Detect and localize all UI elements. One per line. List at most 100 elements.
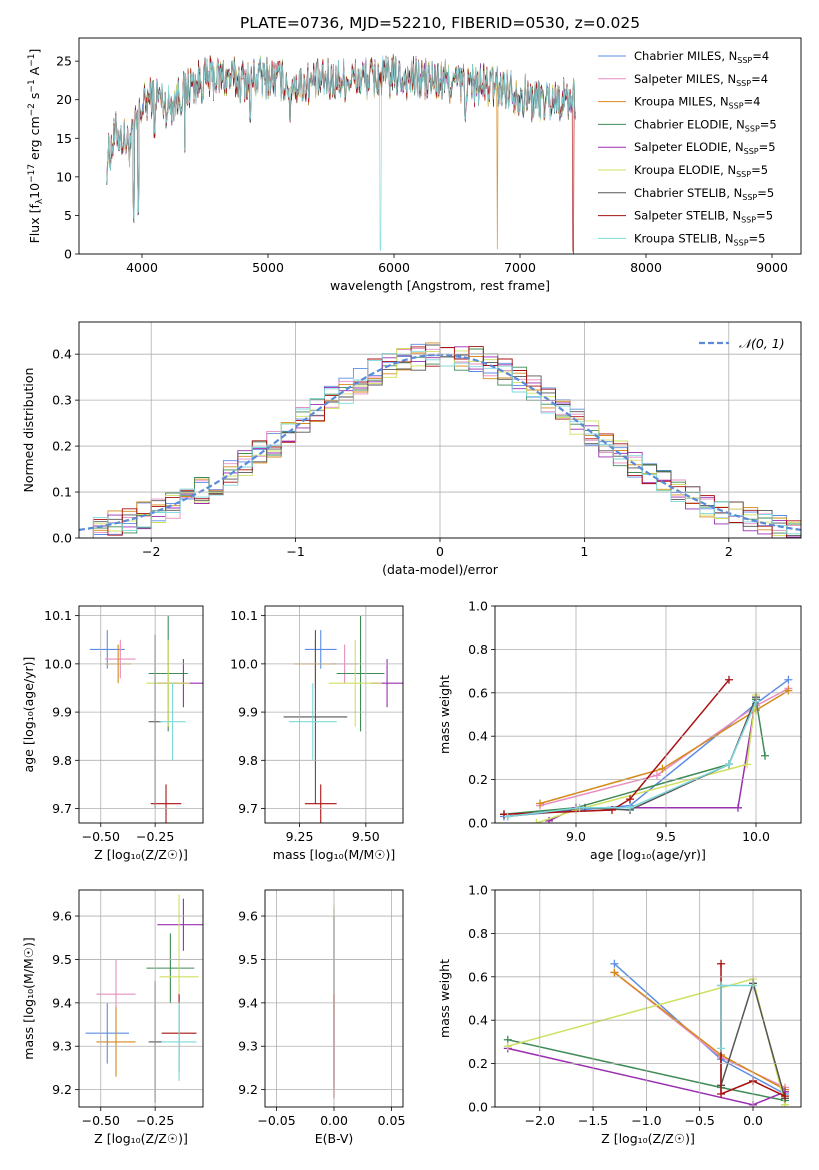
tick-label-x: 9.50 <box>352 829 380 844</box>
plus-marker <box>725 675 733 684</box>
weight-line-0 <box>503 679 789 818</box>
tick-label-x: 9.25 <box>286 829 314 844</box>
plus-marker <box>658 764 667 773</box>
tick-label-x: 0.0 <box>743 1113 763 1128</box>
plus-marker <box>781 1092 790 1101</box>
tick-label-y: 9.9 <box>52 705 72 720</box>
tick-label-x: 9000 <box>756 260 788 275</box>
tick-label-x: −1 <box>286 544 304 559</box>
tick-label-y: 0.1 <box>52 485 72 500</box>
tick-label-y: 9.6 <box>52 909 72 924</box>
tick-label-y: 0.2 <box>468 1056 488 1071</box>
legend-spectrum: Chabrier MILES, NSSP=4 Salpeter MILES, NS… <box>598 49 777 247</box>
axes-age-vs-Z: −0.50 −0.25 9.7 9.8 9.9 10.0 10.1 Z [log₁₀(Z/Z☉… <box>21 605 204 862</box>
axes-frame <box>78 321 802 539</box>
axes-mass-vs-Z: −0.50 −0.25 9.2 9.3 9.4 9.5 9.6 Z [log₁₀(Z/Z☉)]… <box>21 889 204 1146</box>
tick-label-x: −1.0 <box>631 1113 661 1128</box>
tick-label-y: 9.3 <box>238 1039 258 1054</box>
weight-line-1 <box>539 687 789 807</box>
tick-label-y: 9.4 <box>52 995 72 1010</box>
plot-area-mass-vs-Z <box>85 894 203 1103</box>
tick-label-y: 0.4 <box>468 1013 488 1028</box>
axes-spectrum: 4000 5000 6000 7000 8000 9000 0 5 10 15 20 25 wavele… <box>27 37 802 293</box>
legend-entry-normal: 𝒩(0, 1) <box>739 336 785 351</box>
legend-entry: Kroupa MILES, NSSP=4 <box>634 95 760 111</box>
plus-marker <box>784 686 793 695</box>
plus-marker <box>532 819 541 823</box>
tick-label-x: −0.50 <box>82 1113 120 1128</box>
axes-frame <box>78 605 204 824</box>
tick-label-y: 0.8 <box>468 926 488 941</box>
plus-marker <box>717 981 726 990</box>
tick-label-y: 0.0 <box>52 531 72 546</box>
y-axis-label: age [log₁₀(age/yr)] <box>21 657 36 773</box>
x-axis-label: mass [log₁₀(M/M☉)] <box>273 847 395 862</box>
tick-label-x: 8000 <box>630 260 662 275</box>
plus-marker <box>503 1042 512 1051</box>
tick-label-y: 9.6 <box>238 909 258 924</box>
legend-entry: Chabrier ELODIE, NSSP=5 <box>634 117 777 133</box>
axes-age-vs-mass: 9.25 9.50 9.7 9.8 9.9 10.0 10.1 mass [log₁₀(M/M… <box>230 605 404 862</box>
tick-label-x: 10.0 <box>742 829 770 844</box>
tick-label-x: 9.5 <box>656 829 676 844</box>
axes-frame <box>78 889 204 1108</box>
axes-residuals: −2 −1 0 1 2 0.0 0.1 0.2 0.3 0.4 (data-model)/error… <box>21 321 802 577</box>
x-axis-label: age [log₁₀(age/yr)] <box>590 847 706 862</box>
tick-label-y: 10 <box>56 169 72 184</box>
plus-marker <box>734 803 742 812</box>
tick-label-y: 9.5 <box>238 952 258 967</box>
axes-frame <box>264 889 404 1108</box>
tick-label-y: 10.0 <box>230 656 258 671</box>
tick-label-y: 10.1 <box>44 608 72 623</box>
legend-entry: Salpeter ELODIE, NSSP=5 <box>634 140 776 156</box>
tick-label-x: −0.50 <box>82 829 120 844</box>
plus-marker <box>743 760 751 769</box>
tick-label-y: 0.0 <box>468 1100 488 1115</box>
tick-label-y: 0.3 <box>52 393 72 408</box>
tick-label-x: 0.05 <box>378 1113 406 1128</box>
tick-label-x: 0.00 <box>320 1113 348 1128</box>
plus-marker <box>653 771 661 780</box>
plot-area-spectrum <box>106 53 576 254</box>
tick-label-y: 9.3 <box>52 1039 72 1054</box>
tick-label-x: −0.05 <box>257 1113 295 1128</box>
x-axis-label: Z [log₁₀(Z/Z☉)] <box>94 1131 188 1146</box>
tick-label-x: −0.25 <box>136 1113 174 1128</box>
plot-area-weight-vs-age <box>500 675 793 823</box>
axes-frame <box>264 605 404 824</box>
plot-area-age-vs-Z <box>89 615 203 823</box>
axes-weight-vs-Z: −2.0 −1.5 −1.0 −0.5 0.0 0.0 0.2 0.4 0.6 0.8 1.0 Z [… <box>437 883 802 1146</box>
weight-line-3 <box>503 696 766 816</box>
weight-line-5 <box>536 694 757 823</box>
tick-label-y: 0.0 <box>468 816 488 831</box>
tick-label-y: 0.8 <box>468 642 488 657</box>
axes-frame <box>494 889 802 1108</box>
tick-label-y: 9.2 <box>52 1082 72 1097</box>
tick-label-y: 10.0 <box>44 656 72 671</box>
spectrum-line-4 <box>106 55 576 220</box>
tick-label-x: −0.25 <box>136 829 174 844</box>
tick-label-x: −2 <box>142 544 160 559</box>
plus-marker <box>784 675 793 684</box>
tick-label-y: 0 <box>64 247 72 262</box>
tick-label-y: 9.2 <box>238 1082 258 1097</box>
tick-label-x: 2 <box>725 544 733 559</box>
legend-entry: Kroupa STELIB, NSSP=5 <box>634 231 765 247</box>
tick-label-x: 1 <box>580 544 588 559</box>
tick-label-y: 1.0 <box>468 883 488 898</box>
tick-label-y: 9.7 <box>52 801 72 816</box>
axes-weight-vs-age: 9.0 9.5 10.0 0.0 0.2 0.4 0.6 0.8 1.0 age [log₁₀(a… <box>437 599 802 862</box>
spectrum-line-0 <box>106 55 576 220</box>
x-axis-label: E(B-V) <box>315 1131 354 1146</box>
plus-marker <box>536 799 544 808</box>
tick-label-x: 7000 <box>504 260 536 275</box>
plus-marker <box>626 803 634 812</box>
spectrum-line-5 <box>106 55 576 218</box>
x-axis-label: Z [log₁₀(Z/Z☉)] <box>601 1131 695 1146</box>
weight-line-2 <box>539 689 789 805</box>
legend-entry: Salpeter STELIB, NSSP=5 <box>634 209 773 225</box>
tick-label-x: −1.5 <box>578 1113 608 1128</box>
plus-marker <box>717 1044 726 1053</box>
tick-label-y: 20 <box>56 92 72 107</box>
